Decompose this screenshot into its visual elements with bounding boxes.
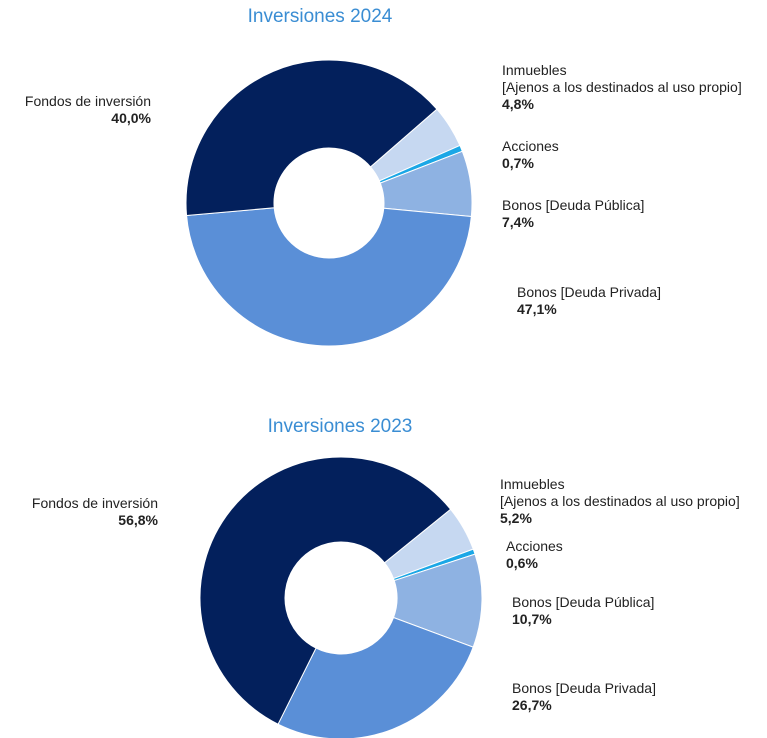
slice-label: Bonos [Deuda Pública] 10,7% [512, 594, 654, 628]
slice-label: Bonos [Deuda Pública] 7,4% [502, 197, 644, 231]
value-label: 7,4% [502, 214, 534, 230]
slice-label: Inmuebles [Ajenos a los destinados al us… [500, 476, 740, 527]
category-name: Fondos de inversión [31, 495, 158, 511]
value-label: 47,1% [517, 301, 557, 317]
category-name: Inmuebles [Ajenos a los destinados al us… [502, 62, 742, 95]
value-label: 56,8% [118, 512, 158, 528]
category-name: Bonos [Deuda Pública] [502, 197, 645, 213]
chart-title: Inversiones 2024 [247, 6, 393, 27]
slice-label: Fondos de inversión 40,0% [25, 93, 151, 127]
value-label: 40,0% [111, 110, 151, 126]
donut-slice [185, 59, 438, 217]
category-name: Bonos [Deuda Pública] [512, 594, 655, 610]
value-label: 4,8% [502, 96, 534, 112]
slice-label: Acciones 0,7% [502, 138, 559, 172]
category-name: Inmuebles [Ajenos a los destinados al us… [500, 476, 740, 509]
value-label: 0,7% [502, 155, 534, 171]
value-label: 5,2% [500, 510, 532, 526]
donut-slice [277, 616, 474, 738]
value-label: 26,7% [512, 697, 552, 713]
donut-slice [186, 207, 472, 347]
category-name: Acciones [506, 538, 563, 554]
category-name: Acciones [502, 138, 559, 154]
category-name: Bonos [Deuda Privada] [512, 680, 656, 696]
slice-label: Acciones 0,6% [506, 538, 563, 572]
slice-label: Bonos [Deuda Privada] 47,1% [517, 284, 661, 318]
donut-slice [199, 456, 452, 725]
value-label: 10,7% [512, 611, 552, 627]
category-name: Fondos de inversión [24, 93, 151, 109]
chart-title: Inversiones 2023 [267, 416, 413, 437]
slice-label: Inmuebles [Ajenos a los destinados al us… [502, 62, 742, 113]
category-name: Bonos [Deuda Privada] [517, 284, 661, 300]
value-label: 0,6% [506, 555, 538, 571]
slice-label: Bonos [Deuda Privada] 26,7% [512, 680, 656, 714]
slice-label: Fondos de inversión 56,8% [32, 495, 158, 529]
